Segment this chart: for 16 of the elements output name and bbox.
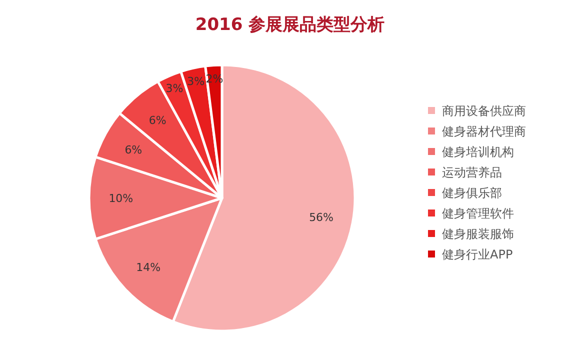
legend-label: 商用设备供应商 [442,104,526,118]
legend-label: 健身行业APP [442,248,513,262]
legend-label: 健身管理软件 [442,206,514,220]
legend-label: 健身器材代理商 [442,124,526,138]
legend-label: 健身俱乐部 [442,186,502,200]
data-label: 3% [187,75,205,88]
chart-title: 2016 参展展品类型分析 [195,15,385,35]
data-label: 6% [148,114,166,128]
legend-label: 运动营养品 [442,166,502,180]
data-label: 56% [309,210,334,224]
data-label: 14% [136,261,161,274]
data-label: 6% [124,143,142,156]
data-label: 10% [108,192,134,205]
legend-label: 健身服装服饰 [442,227,514,241]
data-label: 3% [166,82,184,96]
legend-label: 健身培训机构 [442,145,514,159]
